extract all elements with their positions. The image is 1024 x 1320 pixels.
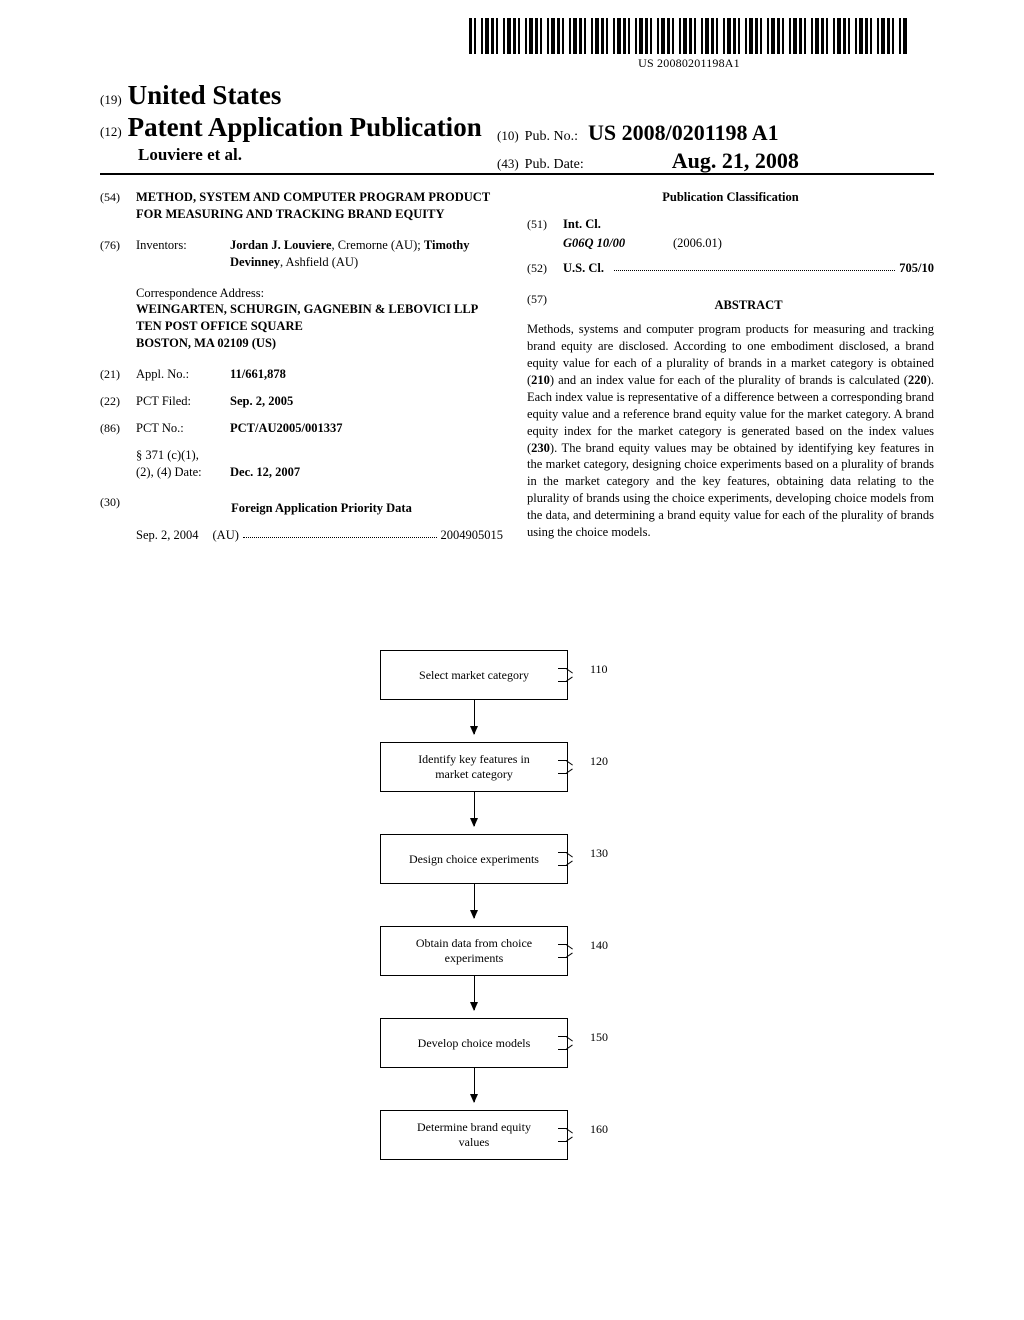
flow-step-number: 110 [590,662,608,677]
pctfiled-value-text: Sep. 2, 2005 [230,394,293,408]
flow-connector [558,944,568,958]
code-51: (51) [527,216,563,233]
applno-value: 11/661,878 [230,366,507,383]
left-column: (54) METHOD, SYSTEM AND COMPUTER PROGRAM… [100,189,507,544]
foreign-header: Foreign Application Priority Data [136,500,507,517]
correspondence-line1: WEINGARTEN, SCHURGIN, GAGNEBIN & LEBOVIC… [136,301,507,318]
applno-value-text: 11/661,878 [230,367,286,381]
pubno-label: Pub. No.: [525,129,578,145]
pubclass-header: Publication Classification [527,189,934,206]
code-57: (57) [527,291,563,322]
correspondence-label: Correspondence Address: [136,285,507,302]
abstract-text: Methods, systems and computer program pr… [527,321,934,540]
correspondence-line3: BOSTON, MA 02109 (US) [136,335,507,352]
pctfiled-value: Sep. 2, 2005 [230,393,507,410]
code-10: (10) [497,128,519,144]
flow-arrow [474,700,475,734]
inventor-1-loc: , Cremorne (AU); [332,238,424,252]
flow-arrow [474,884,475,918]
code-22: (22) [100,393,136,410]
pctfiled-label: PCT Filed: [136,393,230,410]
flow-connector [558,1036,568,1050]
pctno-label: PCT No.: [136,420,230,437]
pctno-value: PCT/AU2005/001337 [230,420,507,437]
header: (19) United States (12) Patent Applicati… [100,80,934,175]
inventors-label: Inventors: [136,237,230,271]
uscl-dotfill [614,257,895,271]
invention-title: METHOD, SYSTEM AND COMPUTER PROGRAM PROD… [136,189,507,223]
flow-step-number: 160 [590,1122,608,1137]
code-19: (19) [100,92,122,108]
code-76: (76) [100,237,136,271]
code-12: (12) [100,124,122,140]
publication-type: Patent Application Publication [128,112,482,143]
barcode [469,18,909,54]
pubno-value: US 2008/0201198 A1 [588,120,779,146]
flow-connector [558,760,568,774]
intcl-label: Int. Cl. [563,216,601,233]
right-column: Publication Classification (51) Int. Cl.… [527,189,934,544]
foreign-dotfill [243,524,437,538]
intcl-class: G06Q 10/00 [563,235,673,252]
flow-node: Develop choice models [380,1018,568,1068]
barcode-block: US 20080201198A1 [469,18,909,71]
correspondence-line2: TEN POST OFFICE SQUARE [136,318,507,335]
intcl-label-text: Int. Cl. [563,217,601,231]
s371-line1: § 371 (c)(1), [136,447,507,464]
foreign-number: 2004905015 [441,527,504,544]
flow-connector [558,852,568,866]
flow-connector [558,1128,568,1142]
flow-step-number: 140 [590,938,608,953]
flow-step-number: 130 [590,846,608,861]
flow-node: Obtain data from choice experiments [380,926,568,976]
flow-node: Select market category [380,650,568,700]
s371-line2: (2), (4) Date: [136,464,230,481]
flow-connector [558,668,568,682]
applno-label: Appl. No.: [136,366,230,383]
flow-step-number: 120 [590,754,608,769]
abstract-header: ABSTRACT [563,297,934,314]
code-21: (21) [100,366,136,383]
inventor-1-name: Jordan J. Louviere [230,238,332,252]
pctno-value-text: PCT/AU2005/001337 [230,421,343,435]
flow-arrow [474,792,475,826]
flow-step-number: 150 [590,1030,608,1045]
s371-value: Dec. 12, 2007 [230,464,300,481]
inventor-2-loc: , Ashfield (AU) [280,255,358,269]
pubdate-value: Aug. 21, 2008 [672,148,799,174]
code-43: (43) [497,156,519,172]
inventors-names: Jordan J. Louviere, Cremorne (AU); Timot… [230,237,507,271]
flow-node: Identify key features in market category [380,742,568,792]
flow-node: Design choice experiments [380,834,568,884]
barcode-text: US 20080201198A1 [469,56,909,71]
uscl-value: 705/10 [899,260,934,277]
country: United States [128,80,282,111]
foreign-date: Sep. 2, 2004 [136,527,199,544]
code-52: (52) [527,260,563,277]
code-86: (86) [100,420,136,437]
uscl-label: U.S. Cl. [563,260,604,277]
code-30: (30) [100,494,136,527]
flow-arrow [474,976,475,1010]
s371-value-text: Dec. 12, 2007 [230,465,300,479]
intcl-year: (2006.01) [673,235,722,252]
flow-arrow [474,1068,475,1102]
code-54: (54) [100,189,136,223]
foreign-country: (AU) [213,527,239,544]
pubdate-label: Pub. Date: [525,157,584,173]
flow-node: Determine brand equity values [380,1110,568,1160]
